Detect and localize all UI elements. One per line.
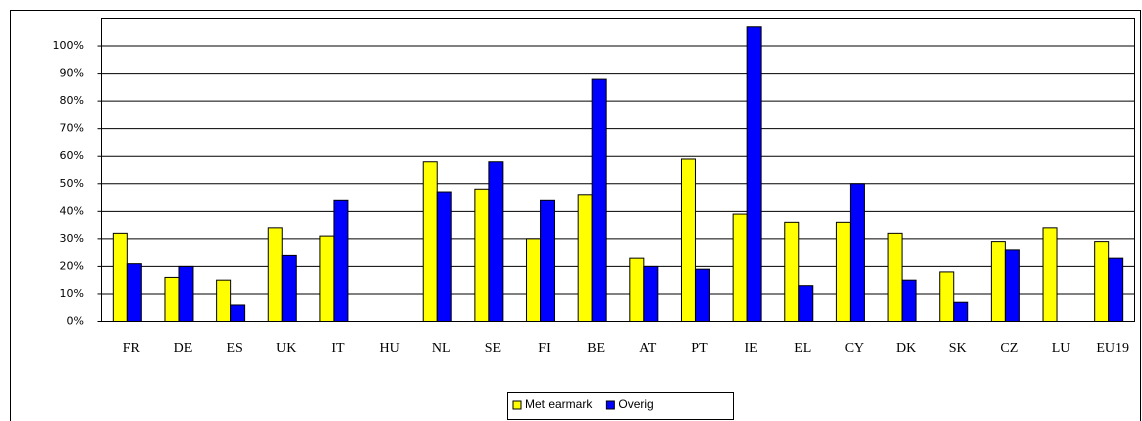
x-tick-label: IT <box>331 341 345 356</box>
bar <box>488 161 504 322</box>
bar <box>474 188 490 322</box>
x-tick-label: LU <box>1052 341 1071 356</box>
x-tick-label: AT <box>639 341 657 356</box>
bar <box>746 26 762 322</box>
bar <box>629 257 645 322</box>
bar <box>126 263 142 322</box>
x-tick-label: PT <box>691 341 708 356</box>
bar <box>216 279 232 323</box>
y-tick-label: 30% <box>60 232 84 245</box>
y-tick-label: 40% <box>60 204 84 217</box>
x-tick-label: ES <box>226 341 242 356</box>
legend-swatch <box>512 400 522 410</box>
legend-box <box>507 392 734 420</box>
x-tick-label: FI <box>538 341 551 356</box>
x-tick-label: IE <box>745 341 758 356</box>
bar <box>267 227 283 323</box>
bar <box>230 304 246 322</box>
plot-area <box>101 18 1135 322</box>
x-tick-label: FR <box>123 341 141 356</box>
y-tick-label: 50% <box>60 177 84 190</box>
legend-label: Met earmark <box>525 397 593 411</box>
bar <box>849 183 865 322</box>
bar <box>798 285 814 323</box>
x-tick-label: BE <box>587 341 605 356</box>
bar <box>990 241 1006 322</box>
bar <box>178 265 194 322</box>
bar <box>281 254 297 323</box>
y-tick-label: 60% <box>60 149 84 162</box>
y-tick-label: 80% <box>60 94 84 107</box>
bar <box>436 191 452 322</box>
bar <box>1042 227 1058 323</box>
bar <box>694 268 710 322</box>
bar <box>1094 241 1110 322</box>
bar <box>643 265 659 322</box>
x-tick-label: HU <box>379 341 399 356</box>
bar <box>784 221 800 322</box>
y-tick-label: 70% <box>60 122 84 135</box>
bar <box>939 271 955 322</box>
bar <box>526 238 542 322</box>
x-tick-label: CZ <box>1000 341 1018 356</box>
bar <box>333 199 349 322</box>
bar <box>887 232 903 322</box>
y-tick-label: 90% <box>60 67 84 80</box>
x-tick-label: NL <box>432 341 451 356</box>
legend-label: Overig <box>618 397 653 411</box>
bar <box>835 221 851 322</box>
x-tick-label: DK <box>896 341 916 356</box>
x-tick-label: SE <box>485 341 501 356</box>
bar <box>901 279 917 323</box>
y-tick-label: 10% <box>60 287 84 300</box>
bar <box>732 213 748 322</box>
x-tick-label: EU19 <box>1096 341 1129 356</box>
x-tick-label: SK <box>949 341 967 356</box>
x-tick-label: CY <box>845 341 864 356</box>
bar <box>577 194 593 322</box>
bar <box>540 199 556 322</box>
legend-swatch <box>605 400 615 410</box>
y-tick-label: 20% <box>60 259 84 272</box>
y-tick-label: 100% <box>53 39 84 52</box>
bar <box>1004 249 1020 322</box>
bar <box>591 78 607 322</box>
bar <box>680 158 696 322</box>
bar <box>319 235 335 322</box>
bar <box>112 232 128 322</box>
bar <box>953 301 969 322</box>
x-tick-label: UK <box>276 341 296 356</box>
bar <box>422 161 438 322</box>
bar <box>1108 257 1124 322</box>
x-tick-label: EL <box>794 341 811 356</box>
bar <box>164 276 180 323</box>
x-tick-label: DE <box>174 341 193 356</box>
y-tick-label: 0% <box>67 315 84 328</box>
